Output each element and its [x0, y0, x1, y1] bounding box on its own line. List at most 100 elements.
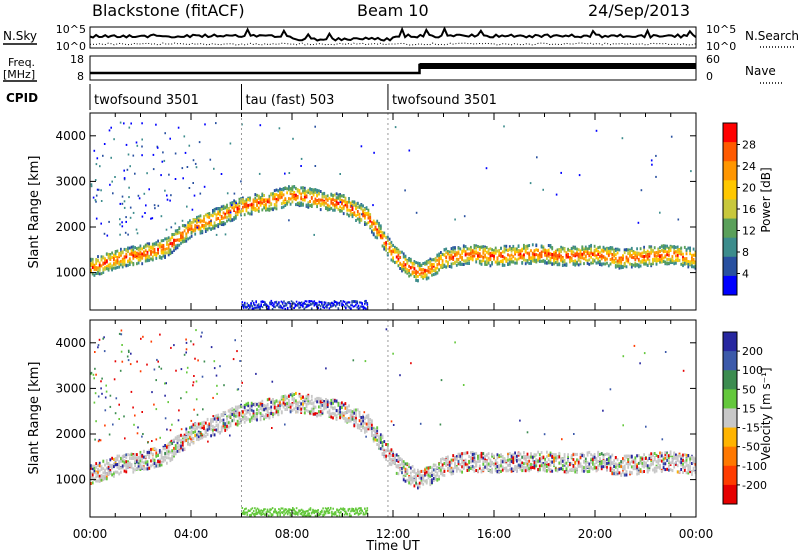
echo-cell [553, 460, 555, 463]
echo-cell [680, 250, 682, 253]
echo-cell [416, 212, 418, 214]
echo-cell [382, 435, 384, 438]
echo-cell [104, 143, 106, 145]
echo-cell [109, 263, 111, 266]
echo-cell [436, 266, 438, 269]
echo-cell [145, 204, 147, 206]
nave-label: Nave [745, 64, 776, 78]
echo-cell [154, 447, 156, 450]
echo-cell [125, 470, 127, 473]
echo-cell [150, 246, 152, 249]
echo-cell [509, 464, 511, 467]
echo-cell [353, 412, 355, 415]
cpid-segment-label: twofsound 3501 [392, 93, 497, 108]
echo-cell [454, 219, 456, 221]
echo-cell [189, 145, 191, 147]
echo-cell [223, 217, 225, 220]
echo-cell [375, 433, 377, 436]
echo-cell [244, 200, 246, 203]
echo-cell [341, 210, 343, 213]
echo-cell [440, 266, 442, 269]
echo-cell [691, 259, 693, 262]
echo-cell [306, 194, 308, 197]
echo-cell [493, 464, 495, 467]
echo-cell [505, 459, 507, 462]
echo-cell [166, 462, 168, 465]
echo-cell [548, 458, 550, 461]
echo-cell [239, 421, 241, 424]
echo-cell [435, 468, 437, 471]
echo-cell [309, 200, 311, 203]
echo-cell [341, 401, 343, 404]
echo-cell [456, 252, 458, 255]
echo-cell [362, 419, 364, 422]
echo-cell [617, 248, 619, 251]
echo-cell [191, 232, 193, 235]
echo-cell [302, 403, 304, 406]
echo-cell [670, 260, 672, 263]
echo-cell [461, 461, 463, 464]
echo-cell [290, 203, 292, 206]
echo-cell [587, 461, 589, 464]
echo-cell [110, 157, 112, 159]
echo-cell [505, 467, 507, 470]
echo-cell [541, 255, 543, 258]
echo-cell [493, 455, 495, 458]
echo-cell [217, 212, 219, 215]
echo-cell [412, 470, 414, 473]
echo-cell [352, 200, 354, 203]
echo-cell [184, 135, 186, 137]
echo-cell [566, 254, 568, 257]
echo-cell [422, 483, 424, 486]
echo-cell [292, 195, 294, 198]
echo-cell [155, 465, 157, 468]
echo-cell [346, 201, 348, 204]
echo-cell [551, 263, 553, 266]
echo-cell [253, 302, 255, 304]
echo-cell [290, 198, 292, 201]
echo-cell [608, 250, 610, 253]
echo-cell [96, 195, 98, 197]
echo-cell [350, 410, 352, 413]
echo-cell [428, 261, 430, 264]
echo-cell [375, 222, 377, 225]
echo-cell [306, 409, 308, 412]
echo-cell [318, 405, 320, 408]
echo-cell [97, 157, 99, 159]
echo-cell [484, 466, 486, 469]
echo-cell [173, 450, 175, 453]
echo-cell [543, 456, 545, 459]
echo-cell [578, 464, 580, 467]
echo-cell [195, 163, 197, 165]
echo-cell [463, 452, 465, 455]
echo-cell [376, 220, 378, 223]
echo-cell [436, 474, 438, 477]
echo-cell [106, 459, 108, 462]
echo-cell [459, 263, 461, 266]
echo-cell [500, 453, 502, 456]
nsky-tick-top: 10^5 [56, 23, 86, 36]
echo-cell [292, 404, 294, 407]
echo-cell [656, 255, 658, 258]
echo-cell [290, 406, 292, 409]
echo-cell [339, 198, 341, 201]
echo-cell [551, 455, 553, 458]
echo-cell [535, 453, 537, 456]
echo-cell [293, 393, 295, 396]
echo-cell [399, 457, 401, 460]
echo-cell [382, 444, 384, 447]
echo-cell [622, 254, 624, 257]
echo-cell [523, 258, 525, 261]
echo-cell [426, 471, 428, 474]
echo-cell [189, 236, 191, 239]
echo-cell [686, 257, 688, 260]
echo-cell [638, 258, 640, 261]
echo-cell [196, 434, 198, 437]
echo-cell [366, 415, 368, 418]
echo-cell [511, 467, 513, 470]
echo-cell [415, 261, 417, 264]
echo-cell [251, 405, 253, 408]
echo-cell [288, 197, 290, 200]
echo-cell [178, 444, 180, 447]
echo-cell [581, 246, 583, 249]
